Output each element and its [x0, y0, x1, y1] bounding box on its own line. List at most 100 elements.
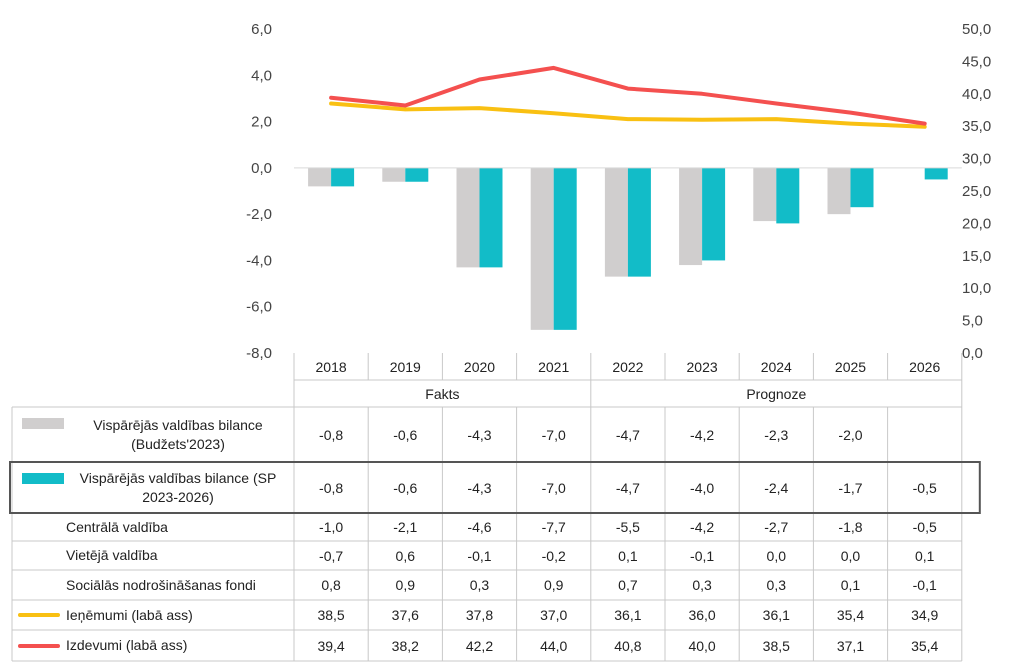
right-axis-tick-label: 35,0 — [962, 118, 991, 135]
group-label: Fakts — [425, 385, 460, 402]
data-label: -2,1 — [393, 519, 418, 535]
bar-budget-2023 — [530, 167, 554, 330]
data-label: -0,1 — [467, 547, 492, 564]
bar-sp-2023-2026 — [553, 167, 577, 330]
data-label: 0,1 — [840, 577, 861, 593]
data-label: 40,0 — [688, 637, 716, 654]
bar-budget-2023 — [679, 167, 703, 266]
data-label: 0,9 — [543, 577, 564, 593]
data-label: 0,1 — [618, 547, 638, 564]
legend-swatch — [22, 418, 64, 429]
data-label: 34,9 — [911, 607, 939, 623]
category-label: 2018 — [315, 358, 347, 375]
legend-swatch — [18, 613, 60, 617]
left-axis-tick-label: -6,0 — [246, 299, 272, 316]
category-label: 2024 — [760, 358, 792, 375]
data-label — [888, 407, 962, 462]
data-label: 38,5 — [762, 637, 790, 654]
data-label: 37,8 — [465, 607, 494, 623]
right-axis-tick-label: 45,0 — [962, 53, 991, 70]
data-label: 0,1 — [914, 547, 935, 564]
bar-sp-2023-2026 — [850, 167, 874, 208]
data-label: -4,2 — [690, 519, 715, 535]
data-label: 36,0 — [688, 607, 716, 623]
row-label: Ieņēmumi (labā ass) — [66, 606, 193, 623]
data-label: -0,8 — [319, 426, 344, 443]
data-label: 0,8 — [321, 577, 341, 593]
left-axis-tick-label: 2,0 — [251, 114, 272, 131]
right-axis-tick-label: 10,0 — [962, 280, 991, 297]
data-label: -7,0 — [541, 426, 566, 443]
data-label: 0,3 — [692, 577, 712, 593]
legend-swatch — [18, 643, 60, 648]
row-label: Centrālā valdība — [66, 518, 168, 535]
right-axis-tick-label: 50,0 — [962, 21, 991, 38]
data-label: -0,5 — [912, 519, 937, 535]
data-label: -0,8 — [319, 479, 344, 496]
data-label: 37,6 — [391, 607, 419, 623]
highlight-box — [9, 461, 981, 514]
row-label: Vispārējās valdības bilance (SP 2023-202… — [79, 470, 277, 505]
bar-budget-2023 — [827, 167, 851, 215]
data-label: -0,5 — [912, 479, 937, 496]
data-label: -4,7 — [615, 426, 640, 443]
data-label: 36,1 — [762, 607, 790, 623]
bar-sp-2023-2026 — [479, 167, 503, 268]
right-axis-tick-label: 5,0 — [962, 313, 983, 330]
category-label: 2021 — [538, 358, 570, 375]
data-label: 44,0 — [540, 637, 568, 654]
right-axis-tick-label: 25,0 — [962, 183, 991, 200]
data-label: -2,3 — [764, 426, 789, 443]
data-label: 35,4 — [836, 607, 865, 623]
bar-budget-2023 — [382, 167, 406, 182]
category-label: 2019 — [389, 358, 421, 375]
row-label: Izdevumi (labā ass) — [66, 637, 188, 654]
data-label: -2,4 — [764, 479, 789, 496]
line-series-6 — [329, 65, 927, 126]
data-label: 40,8 — [614, 637, 642, 654]
data-label: 36,1 — [614, 607, 642, 623]
bar-budget-2023 — [308, 167, 332, 187]
data-label: -4,7 — [615, 479, 640, 496]
left-axis-tick-label: -4,0 — [246, 252, 272, 269]
data-label: -1,0 — [319, 519, 344, 535]
left-axis-tick-label: 4,0 — [251, 67, 272, 84]
bar-budget-2023 — [753, 167, 777, 222]
data-label: -4,0 — [690, 479, 715, 496]
data-label: -4,6 — [467, 519, 492, 535]
left-axis-tick-label: -8,0 — [246, 345, 272, 362]
left-axis-tick-label: -2,0 — [246, 206, 272, 223]
right-axis-tick-label: 20,0 — [962, 215, 991, 232]
bar-budget-2023 — [604, 167, 628, 277]
data-label: 0,6 — [395, 547, 416, 564]
data-label: -4,2 — [690, 426, 715, 443]
data-label: 38,5 — [317, 607, 345, 623]
bar-sp-2023-2026 — [776, 167, 800, 224]
bar-budget-2023 — [456, 167, 480, 268]
bar-sp-2023-2026 — [331, 167, 355, 187]
category-label: 2023 — [686, 358, 718, 375]
data-label: -0,6 — [393, 479, 418, 496]
left-axis-tick-label: 0,0 — [251, 160, 272, 177]
data-label: 35,4 — [911, 637, 939, 654]
right-axis-tick-label: 0,0 — [962, 345, 983, 362]
bar-sp-2023-2026 — [405, 167, 429, 182]
data-label: 42,2 — [465, 637, 494, 654]
data-label: -0,1 — [690, 547, 715, 564]
line-series-5 — [329, 101, 927, 129]
row-label: Vietējā valdība — [66, 547, 158, 564]
data-label: 0,7 — [618, 577, 638, 593]
data-label: -4,3 — [467, 426, 492, 443]
data-label: -5,5 — [615, 519, 640, 535]
data-label: -0,7 — [319, 547, 344, 564]
data-label: -0,6 — [393, 426, 418, 443]
data-label: 38,2 — [391, 637, 419, 654]
data-label: 37,0 — [540, 607, 568, 623]
category-label: 2025 — [834, 358, 867, 375]
right-axis-tick-label: 15,0 — [962, 248, 991, 265]
data-label: -7,0 — [541, 479, 566, 496]
category-label: 2022 — [612, 358, 644, 375]
data-label: -1,8 — [838, 519, 863, 535]
bar-sp-2023-2026 — [924, 167, 948, 180]
